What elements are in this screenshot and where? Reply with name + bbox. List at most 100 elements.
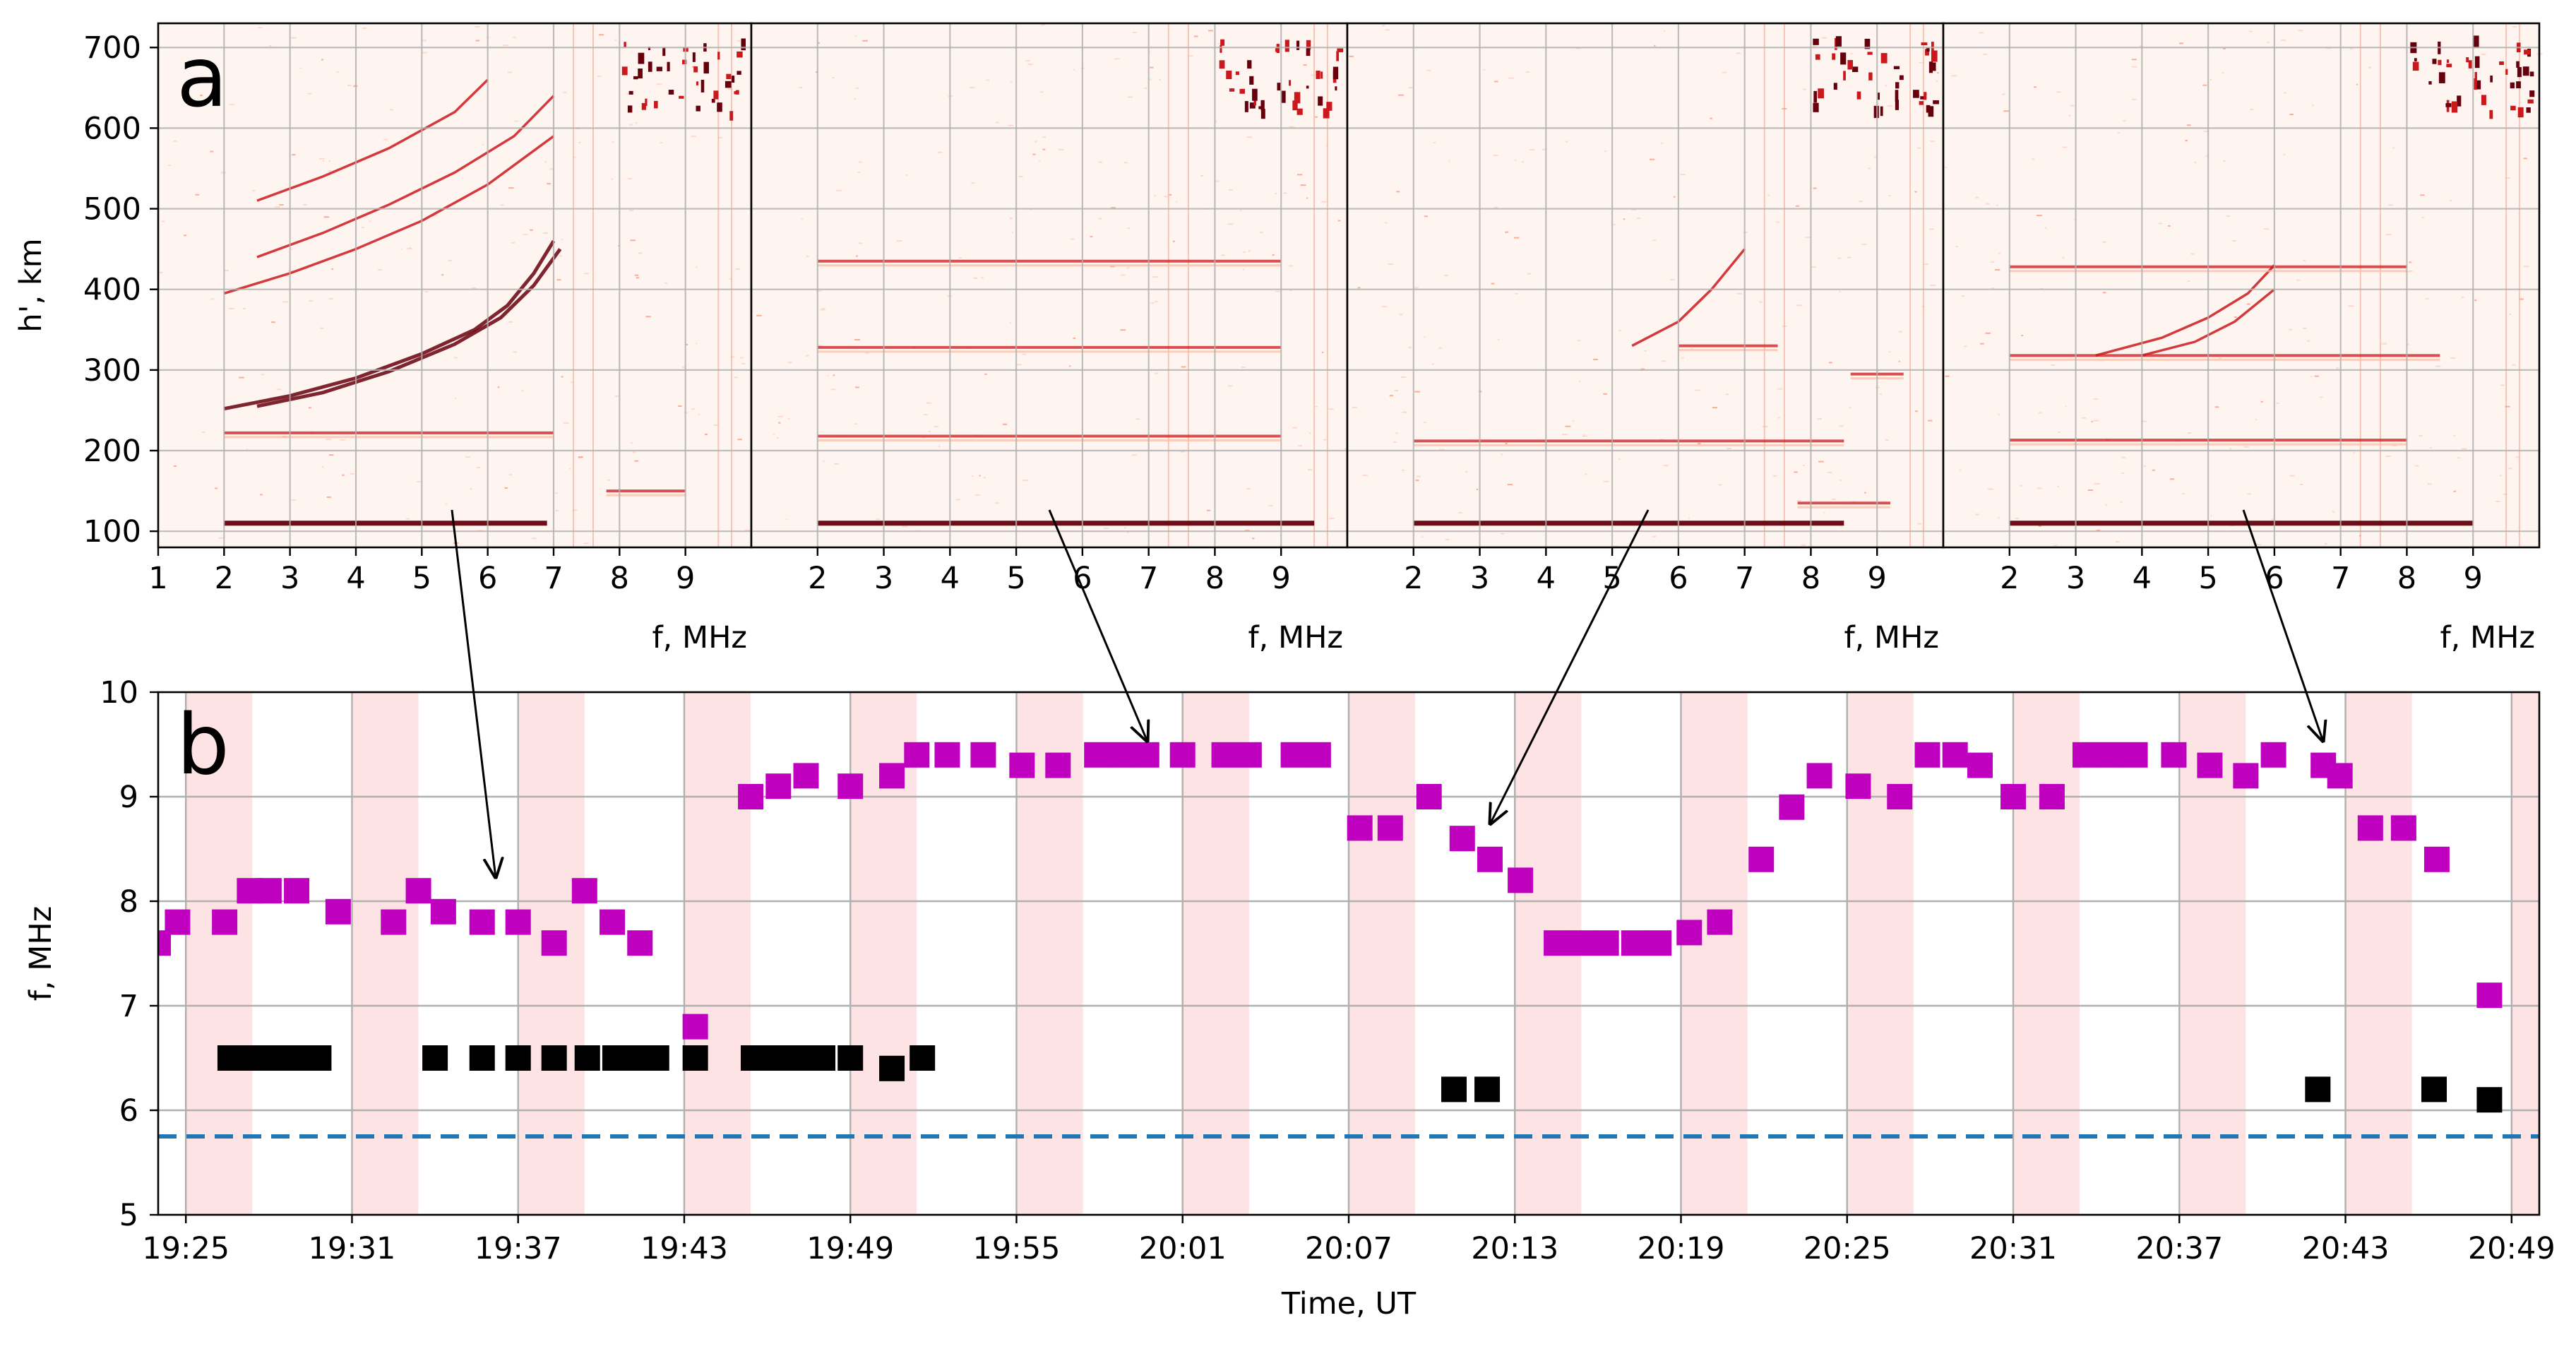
noise-dot [995,502,1000,504]
noise-dot [2021,334,2024,336]
noise-dot [1144,87,1147,89]
noise-dot [1476,489,1479,491]
clutter-spot [1244,101,1248,112]
noise-dot [1525,71,1530,73]
noise-dot [1725,393,1729,396]
noise-dot [1073,337,1076,339]
noise-dot [1243,251,1246,254]
noise-dot [1296,174,1303,176]
noise-dot [2105,504,2108,506]
clutter-spot [654,100,658,109]
clutter-spot [1913,90,1919,98]
clutter-spot [679,95,684,99]
noise-dot [1042,148,1046,150]
magenta-marker [738,784,764,809]
noise-dot [445,503,447,505]
noise-dot [383,138,388,141]
noise-dot [1695,389,1701,391]
noise-dot [1623,218,1626,220]
noise-dot [1240,209,1242,211]
noise-dot [1986,203,1990,205]
noise-dot [421,40,427,42]
noise-dot [628,124,633,126]
noise-dot [1126,267,1130,269]
noise-dot [1944,166,1947,168]
noise-dot [1631,209,1637,211]
clutter-spots [621,38,746,121]
noise-dot [1690,347,1693,350]
noise-dot [1152,276,1158,278]
noise-dot [1773,475,1777,477]
noise-dot [1247,108,1251,110]
noise-dot [827,375,829,377]
noise-dot [1712,407,1718,409]
noise-dot [369,220,372,222]
noise-dot [2353,452,2355,454]
magenta-marker [627,930,653,956]
noise-dot [1710,117,1712,119]
noise-dot [1328,517,1335,519]
magenta-marker [2122,742,2148,768]
noise-dot [2332,511,2335,513]
noise-dot [1357,287,1361,289]
x-tick-label: 3 [280,561,299,596]
connector-arrow [1490,509,1650,824]
noise-dot [1743,231,1748,233]
noise-dot [858,242,863,244]
noise-dot [2409,270,2414,272]
noise-dot [938,445,941,447]
noise-dot [2481,53,2486,55]
noise-dot [1681,357,1685,359]
noise-dot [1110,266,1115,268]
clutter-spot [1336,51,1340,61]
clutter-spot [2527,99,2534,104]
noise-dot [1381,306,1388,308]
noise-dot [1914,410,1919,412]
noise-dot [1680,173,1686,175]
echo-trace [1631,248,1746,347]
noise-dot [1585,473,1587,475]
noise-dot [173,140,177,142]
noise-dot [787,362,792,364]
x-tick-label: 9 [1272,561,1291,596]
x-tick-label: 5 [412,561,431,596]
noise-dot [1002,423,1008,425]
noise-dot [1795,205,1800,207]
noise-dot [417,481,422,483]
magenta-marker [970,742,996,768]
noise-dot [1215,121,1217,123]
clutter-spot [737,51,743,58]
x-tick-label: 2 [1404,561,1423,596]
clutter-spot [2516,81,2521,89]
noise-dot [1009,321,1011,323]
magenta-marker [1593,930,1619,956]
black-marker [242,1045,268,1071]
noise-dot [1929,284,1936,286]
clutter-spot [1832,53,1836,60]
magenta-marker [2097,742,2123,768]
x-tick-label: 19:55 [973,1231,1061,1266]
magenta-marker [1377,815,1403,841]
noise-dot [258,27,263,29]
noise-dot [2336,367,2339,369]
noise-dot [2093,420,2099,422]
x-tick-label: 20:01 [1139,1231,1227,1266]
x-tick-label: 20:13 [1471,1231,1558,1266]
y-tick-label: 8 [119,884,138,920]
noise-dot [454,398,456,400]
noise-dot [1572,420,1574,422]
noise-dot [292,154,296,156]
noise-dot [2519,298,2524,300]
noise-dot [2302,328,2307,330]
noise-dot [2420,194,2425,196]
noise-dot [1885,439,1889,441]
magenta-marker [2327,763,2353,789]
noise-dot [1025,59,1030,61]
noise-dot [475,26,480,28]
echo-trace [2141,288,2276,357]
noise-dot [1431,363,1435,365]
noise-dot [1328,408,1334,410]
noise-dot [347,85,352,87]
clutter-spot [1296,108,1303,115]
noise-dot [465,456,471,458]
